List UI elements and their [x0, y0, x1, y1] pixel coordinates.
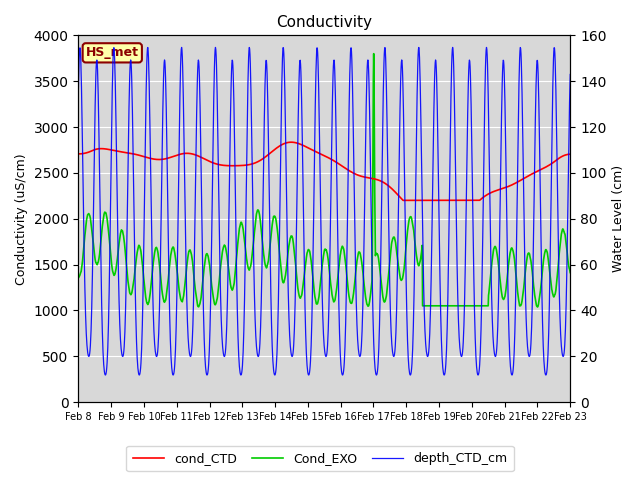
depth_CTD_cm — [465, 60, 473, 66]
cond_CTD — [184, 150, 191, 156]
Cond_EXO — [184, 255, 191, 261]
Text: HS_met: HS_met — [86, 47, 139, 60]
cond_CTD — [566, 151, 574, 157]
depth_CTD_cm — [401, 170, 408, 176]
cond_CTD — [172, 153, 180, 158]
depth_CTD_cm — [509, 372, 516, 377]
cond_CTD — [239, 163, 246, 168]
Y-axis label: Conductivity (uS/cm): Conductivity (uS/cm) — [15, 153, 28, 285]
depth_CTD_cm — [239, 357, 246, 362]
Line: Cond_EXO: Cond_EXO — [79, 54, 570, 307]
Cond_EXO — [239, 225, 246, 230]
depth_CTD_cm — [372, 372, 380, 378]
depth_CTD_cm — [75, 86, 83, 92]
Cond_EXO — [401, 263, 408, 268]
Cond_EXO — [465, 303, 472, 309]
depth_CTD_cm — [566, 72, 574, 77]
Cond_EXO — [75, 275, 83, 281]
Cond_EXO — [566, 270, 574, 276]
Cond_EXO — [370, 51, 378, 57]
cond_CTD — [465, 197, 473, 203]
cond_CTD — [287, 139, 295, 145]
cond_CTD — [399, 197, 407, 203]
Legend: cond_CTD, Cond_EXO, depth_CTD_cm: cond_CTD, Cond_EXO, depth_CTD_cm — [126, 446, 514, 471]
Cond_EXO — [508, 245, 516, 251]
Line: cond_CTD: cond_CTD — [79, 142, 570, 200]
Title: Conductivity: Conductivity — [276, 15, 372, 30]
cond_CTD — [401, 197, 409, 203]
cond_CTD — [75, 151, 83, 157]
depth_CTD_cm — [449, 45, 456, 50]
depth_CTD_cm — [172, 337, 180, 343]
depth_CTD_cm — [184, 327, 191, 333]
Line: depth_CTD_cm: depth_CTD_cm — [79, 48, 570, 375]
Cond_EXO — [534, 304, 541, 310]
cond_CTD — [509, 182, 516, 188]
Cond_EXO — [172, 257, 180, 263]
Y-axis label: Water Level (cm): Water Level (cm) — [612, 165, 625, 272]
